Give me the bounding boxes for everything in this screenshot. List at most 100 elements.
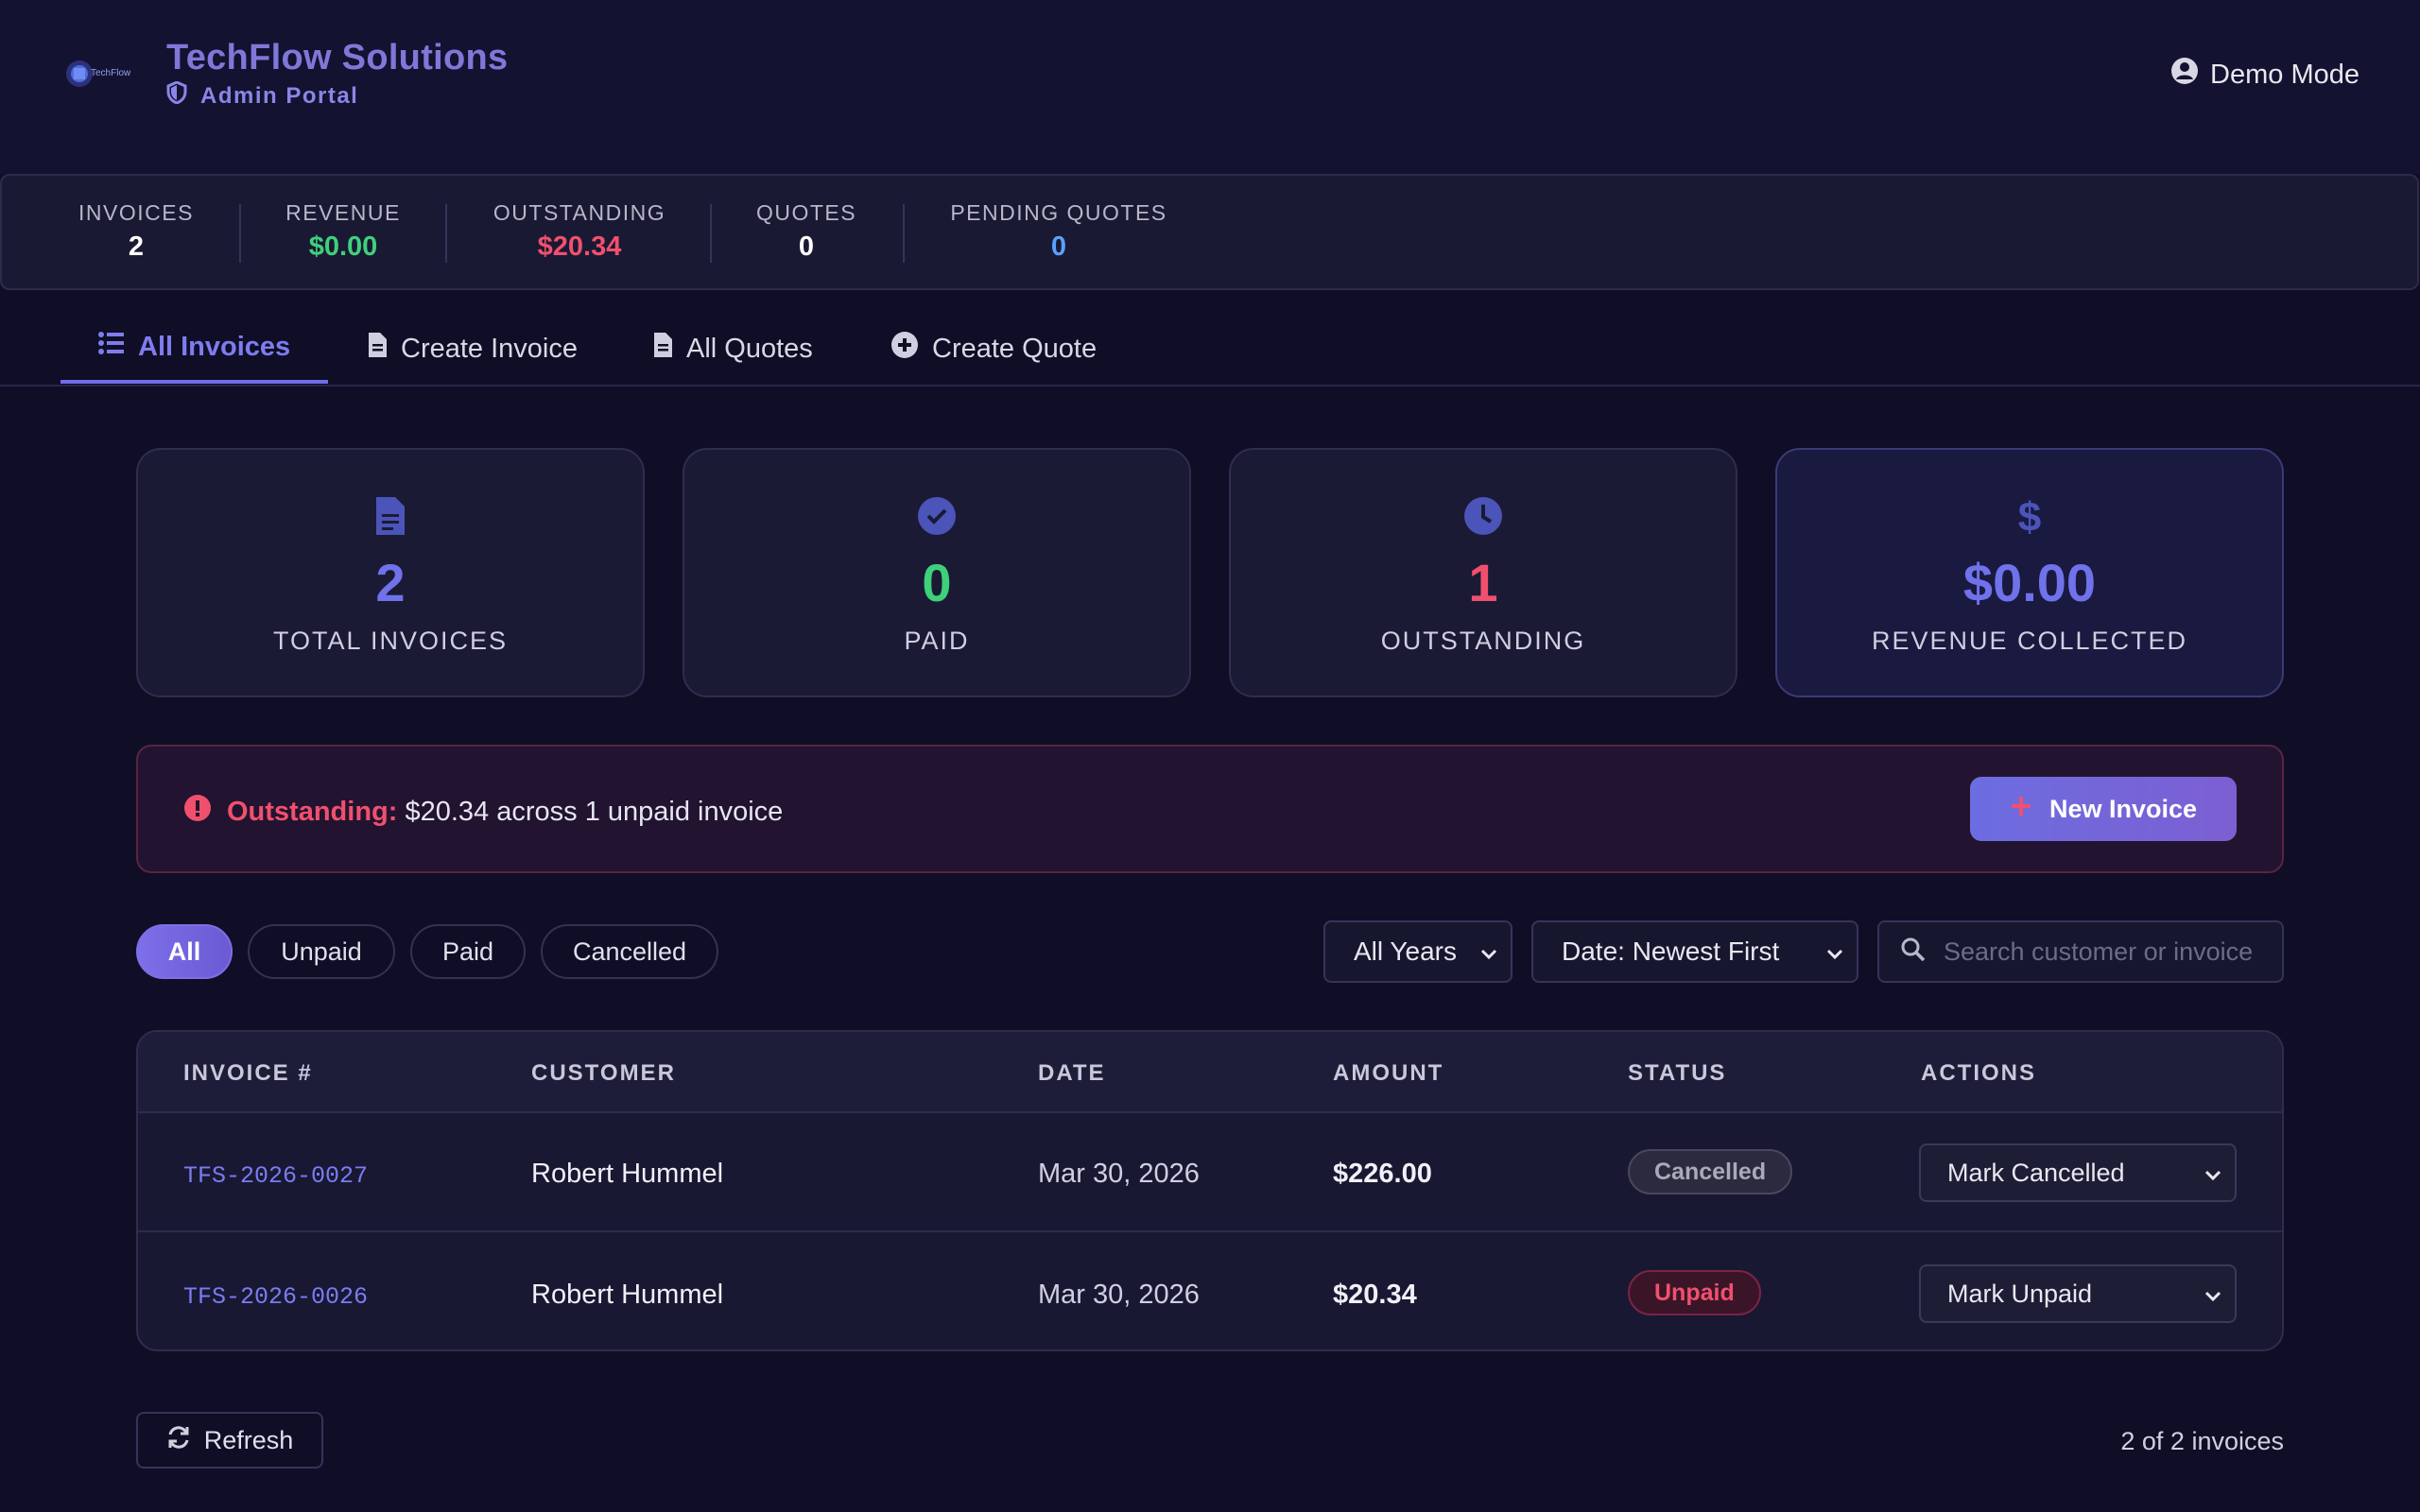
invoice-date: Mar 30, 2026	[1038, 1159, 1200, 1189]
stat-revenue: REVENUE $0.00	[285, 200, 401, 262]
select-value: Date: Newest First	[1562, 936, 1780, 966]
column-header-date[interactable]: DATE	[1038, 1060, 1106, 1086]
divider	[710, 204, 712, 263]
filter-paid[interactable]: Paid	[410, 924, 526, 979]
stat-pending-quotes: PENDING QUOTES 0	[950, 200, 1167, 262]
card-value: $0.00	[1962, 553, 2097, 612]
column-header-status: STATUS	[1628, 1060, 1727, 1086]
button-label: Refresh	[203, 1425, 294, 1454]
chevron-down-icon	[1480, 936, 1497, 967]
dollar-icon: $	[1777, 495, 2282, 539]
demo-mode-label: Demo Mode	[2210, 59, 2360, 90]
file-icon	[652, 332, 673, 366]
sort-select[interactable]: Date: Newest First	[1531, 920, 1858, 983]
refresh-button[interactable]: Refresh	[136, 1412, 323, 1469]
refresh-icon	[166, 1425, 191, 1456]
card-value: 2	[375, 553, 406, 612]
filter-cancelled[interactable]: Cancelled	[541, 924, 718, 979]
check-circle-icon	[684, 495, 1189, 539]
invoice-amount: $226.00	[1333, 1159, 1432, 1189]
customer-name: Robert Hummel	[531, 1159, 724, 1189]
chevron-down-icon	[2204, 1159, 2221, 1188]
card-label: PAID	[904, 627, 970, 655]
column-header-customer[interactable]: CUSTOMER	[531, 1060, 676, 1086]
list-icon	[98, 331, 125, 363]
subtitle-text: Admin Portal	[200, 82, 359, 109]
select-value: All Years	[1354, 936, 1457, 966]
search-box[interactable]	[1877, 920, 2284, 983]
divider	[903, 204, 905, 263]
shield-icon	[166, 80, 187, 111]
customer-name: Robert Hummel	[531, 1280, 724, 1310]
tab-bar	[0, 290, 2420, 387]
button-label: New Invoice	[2048, 794, 2198, 823]
company-logo: TechFlow	[62, 49, 131, 98]
tab-all-quotes[interactable]: All Quotes	[614, 314, 851, 384]
svg-text:$: $	[2018, 495, 2041, 537]
invoice-date: Mar 30, 2026	[1038, 1280, 1200, 1310]
plus-icon	[2010, 795, 2032, 824]
stat-quotes: QUOTES 0	[755, 200, 857, 262]
card-value: 1	[1468, 553, 1498, 612]
clock-icon	[1231, 495, 1736, 539]
outstanding-alert: Outstanding: $20.34 across 1 unpaid invo…	[136, 745, 2284, 873]
table-row: TFS-2026-0027 Robert Hummel Mar 30, 2026…	[138, 1113, 2282, 1232]
svg-text:TechFlow: TechFlow	[91, 68, 130, 78]
table-row: TFS-2026-0026 Robert Hummel Mar 30, 2026…	[138, 1234, 2282, 1349]
tab-label: Create Quote	[932, 333, 1098, 364]
alert-text: $20.34 across 1 unpaid invoice	[405, 796, 784, 827]
filter-unpaid[interactable]: Unpaid	[248, 924, 395, 979]
app-header	[0, 0, 2420, 174]
tab-label: All Invoices	[138, 331, 291, 362]
card-value: 0	[922, 553, 952, 612]
status-action-select[interactable]: Mark Unpaid	[1919, 1264, 2237, 1323]
result-count: 2 of 2 invoices	[2120, 1427, 2284, 1455]
tab-create-invoice[interactable]: Create Invoice	[329, 314, 615, 384]
tab-label: All Quotes	[686, 333, 813, 364]
column-header-actions: ACTIONS	[1921, 1060, 2036, 1086]
stat-outstanding: OUTSTANDING $20.34	[493, 200, 666, 262]
card-label: TOTAL INVOICES	[272, 627, 509, 655]
alert-title: Outstanding:	[227, 796, 398, 827]
divider	[445, 204, 447, 263]
status-badge: Unpaid	[1628, 1270, 1761, 1315]
filter-all[interactable]: All	[136, 924, 233, 979]
demo-mode-button[interactable]: Demo Mode	[2170, 57, 2360, 93]
tab-all-invoices[interactable]: All Invoices	[60, 314, 329, 384]
stat-invoices: INVOICES 2	[78, 200, 194, 262]
year-select[interactable]: All Years	[1323, 920, 1512, 983]
divider	[239, 204, 241, 263]
card-revenue-collected: $ $0.00 REVENUE COLLECTED	[1775, 448, 2284, 697]
column-header-amount[interactable]: AMOUNT	[1333, 1060, 1444, 1086]
brand-title: TechFlow Solutions	[166, 38, 509, 77]
card-label: OUTSTANDING	[1380, 627, 1586, 655]
card-total-invoices: 2 TOTAL INVOICES	[136, 448, 645, 697]
invoice-icon	[138, 495, 643, 539]
card-paid: 0 PAID	[683, 448, 1191, 697]
invoice-number-link[interactable]: TFS-2026-0026	[183, 1283, 369, 1311]
status-action-select[interactable]: Mark Cancelled	[1919, 1143, 2237, 1202]
invoices-table: INVOICE # CUSTOMER DATE AMOUNT STATUS AC…	[136, 1030, 2284, 1351]
table-header: INVOICE # CUSTOMER DATE AMOUNT STATUS AC…	[138, 1032, 2282, 1113]
invoice-number-link[interactable]: TFS-2026-0027	[183, 1162, 369, 1190]
search-input[interactable]	[1944, 936, 2282, 967]
select-value: Mark Cancelled	[1947, 1158, 2125, 1187]
new-invoice-button[interactable]: New Invoice	[1970, 777, 2237, 841]
user-circle-icon	[2170, 57, 2199, 93]
status-badge: Cancelled	[1628, 1149, 1793, 1194]
select-value: Mark Unpaid	[1947, 1279, 2093, 1308]
chevron-down-icon	[2204, 1280, 2221, 1309]
column-header-invoice[interactable]: INVOICE #	[183, 1060, 313, 1086]
search-icon	[1900, 936, 1927, 968]
stats-strip: INVOICES 2 REVENUE $0.00 OUTSTANDING $20…	[0, 174, 2419, 290]
card-outstanding: 1 OUTSTANDING	[1229, 448, 1737, 697]
exclamation-circle-icon	[183, 794, 212, 830]
card-label: REVENUE COLLECTED	[1871, 627, 2188, 655]
chevron-down-icon	[1826, 936, 1843, 967]
brand-subtitle: Admin Portal	[166, 80, 359, 111]
plus-circle-icon	[890, 331, 919, 367]
invoice-amount: $20.34	[1333, 1280, 1417, 1310]
tab-create-quote[interactable]: Create Quote	[853, 314, 1134, 384]
tab-label: Create Invoice	[401, 333, 578, 364]
document-icon	[367, 332, 388, 366]
